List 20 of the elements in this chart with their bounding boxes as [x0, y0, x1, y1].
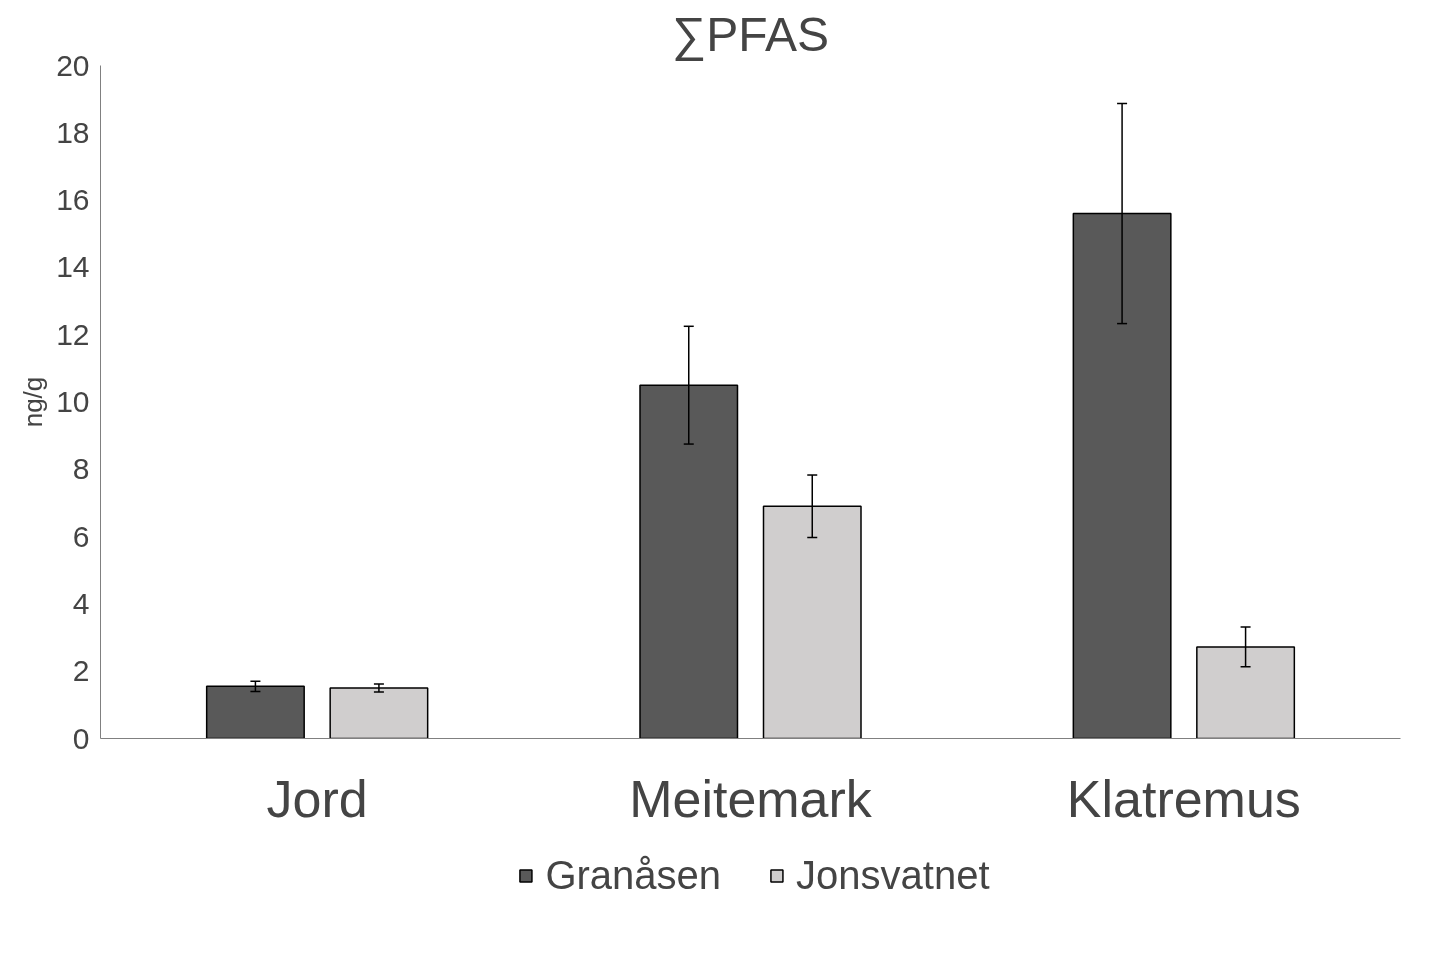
bar: [329, 687, 429, 739]
legend-label: Granåsen: [545, 852, 722, 898]
x-tick-label: Meitemark: [629, 769, 873, 828]
y-tick-label: 4: [72, 586, 90, 620]
y-tick-label: 12: [56, 317, 90, 351]
y-tick-label: 2: [72, 654, 90, 688]
x-tick-label: Klatremus: [1066, 769, 1301, 828]
y-tick-label: 18: [56, 115, 90, 149]
y-tick-label: 20: [56, 48, 90, 82]
chart-title: ∑PFAS: [672, 7, 829, 62]
y-tick-label: 8: [72, 452, 90, 486]
y-tick-label: 14: [56, 250, 90, 284]
y-tick-label: 16: [56, 183, 90, 217]
y-axis-title: ng/g: [18, 376, 49, 428]
y-tick-label: 6: [72, 519, 90, 553]
x-tick-label: Jord: [266, 769, 368, 828]
y-tick-label: 0: [72, 721, 90, 755]
y-tick-label: 10: [56, 385, 90, 418]
legend-label: Jonsvatnet: [796, 852, 990, 898]
bar: [205, 685, 305, 739]
